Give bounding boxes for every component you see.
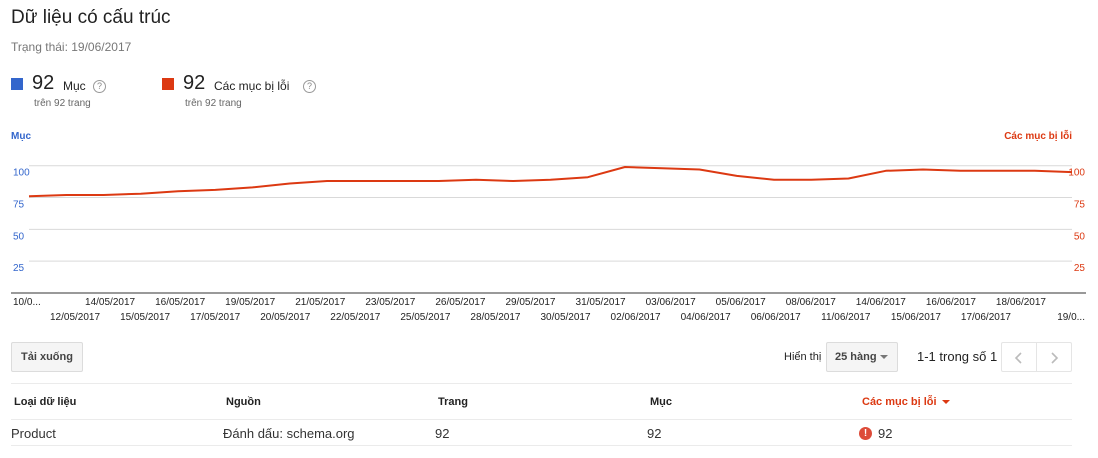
help-icon[interactable]: ? <box>93 80 106 93</box>
x-tick-label: 06/06/2017 <box>751 312 801 323</box>
right-tick-label: 25 <box>1074 263 1086 274</box>
x-tick-label: 08/06/2017 <box>786 297 836 308</box>
x-tick-label: 02/06/2017 <box>611 312 661 323</box>
previous-page-button[interactable] <box>1001 342 1037 372</box>
column-header-errors-label: Các mục bị lỗi <box>862 396 937 408</box>
x-tick-label: 29/05/2017 <box>505 297 555 308</box>
page-title: Dữ liệu có cấu trúc <box>11 7 171 28</box>
cell-pages: 92 <box>435 426 450 441</box>
x-tick-label: 03/06/2017 <box>646 297 696 308</box>
rows-per-page-select[interactable]: 25 hàng <box>826 342 898 372</box>
x-tick-label: 31/05/2017 <box>576 297 626 308</box>
left-tick-label: 75 <box>13 200 25 211</box>
right-axis-title: Các mục bị lỗi <box>1004 131 1072 142</box>
chevron-left-icon <box>1014 352 1022 364</box>
errors-label: Các mục bị lỗi <box>214 79 290 93</box>
errors-legend-swatch <box>162 78 174 90</box>
left-axis-title: Mục <box>11 131 31 142</box>
x-tick-label: 17/05/2017 <box>190 312 240 323</box>
cell-errors: ! 92 <box>859 426 892 441</box>
right-tick-label: 50 <box>1074 231 1086 242</box>
chevron-right-icon <box>1051 352 1059 364</box>
x-tick-label: 22/05/2017 <box>330 312 380 323</box>
right-tick-label: 100 <box>1068 168 1085 179</box>
error-icon: ! <box>859 427 872 440</box>
column-header-pages[interactable]: Trang <box>438 396 468 408</box>
series-line <box>28 166 1073 198</box>
download-button[interactable]: Tải xuống <box>11 342 83 372</box>
x-tick-label: 21/05/2017 <box>295 297 345 308</box>
items-subtext: trên 92 trang <box>34 98 91 109</box>
x-tick-label: 19/05/2017 <box>225 297 275 308</box>
right-tick-label: 75 <box>1074 200 1086 211</box>
x-tick-label: 10/0... <box>13 297 41 308</box>
x-tick-label: 05/06/2017 <box>716 297 766 308</box>
caret-down-icon <box>880 355 888 359</box>
x-tick-label: 25/05/2017 <box>400 312 450 323</box>
items-label: Mục <box>63 79 86 93</box>
errors-subtext: trên 92 trang <box>185 98 242 109</box>
sort-descending-icon <box>941 400 950 405</box>
x-tick-label: 23/05/2017 <box>365 297 415 308</box>
left-tick-label: 25 <box>13 263 25 274</box>
x-tick-label: 16/06/2017 <box>926 297 976 308</box>
x-tick-label: 04/06/2017 <box>681 312 731 323</box>
data-table: Loại dữ liệu Nguồn Trang Mục Các mục bị … <box>11 383 1072 446</box>
x-tick-label: 30/05/2017 <box>540 312 590 323</box>
line-chart: 100 100 75 75 50 50 25 25 10/0... 12/05/2017 14/05… <box>11 165 1086 323</box>
x-tick-label: 18/06/2017 <box>996 297 1046 308</box>
x-tick-label: 19/0... <box>1057 312 1085 323</box>
column-header-errors[interactable]: Các mục bị lỗi <box>862 396 950 408</box>
pagination-text: 1-1 trong số 1 <box>917 349 998 364</box>
x-tick-label: 28/05/2017 <box>470 312 520 323</box>
x-tick-label: 14/05/2017 <box>85 297 135 308</box>
x-tick-label: 15/05/2017 <box>120 312 170 323</box>
column-header-source[interactable]: Nguồn <box>226 396 261 408</box>
rows-per-page-value: 25 hàng <box>835 351 877 363</box>
x-tick-label: 15/06/2017 <box>891 312 941 323</box>
x-tick-label: 17/06/2017 <box>961 312 1011 323</box>
help-icon[interactable]: ? <box>303 80 316 93</box>
rows-per-page-label: Hiển thị <box>784 351 822 363</box>
items-count: 92 <box>32 72 55 94</box>
next-page-button[interactable] <box>1036 342 1072 372</box>
cell-type[interactable]: Product <box>11 426 56 441</box>
column-header-type[interactable]: Loại dữ liệu <box>14 396 77 408</box>
left-tick-label: 100 <box>13 168 30 179</box>
cell-items: 92 <box>647 426 662 441</box>
x-tick-label: 20/05/2017 <box>260 312 310 323</box>
x-tick-label: 12/05/2017 <box>50 312 100 323</box>
x-tick-label: 26/05/2017 <box>435 297 485 308</box>
x-tick-label: 14/06/2017 <box>856 297 906 308</box>
cell-errors-value: 92 <box>878 426 893 441</box>
x-tick-label: 16/05/2017 <box>155 297 205 308</box>
column-header-items[interactable]: Mục <box>650 396 672 408</box>
left-tick-label: 50 <box>13 231 25 242</box>
table-header: Loại dữ liệu Nguồn Trang Mục Các mục bị … <box>11 384 1072 420</box>
status-date: Trạng thái: 19/06/2017 <box>11 40 132 54</box>
table-row[interactable]: Product Đánh dấu: schema.org 92 92 ! 92 <box>11 420 1072 446</box>
items-legend-swatch <box>11 78 23 90</box>
errors-count: 92 <box>183 72 206 94</box>
cell-source: Đánh dấu: schema.org <box>223 426 355 441</box>
x-tick-label: 11/06/2017 <box>821 312 871 323</box>
